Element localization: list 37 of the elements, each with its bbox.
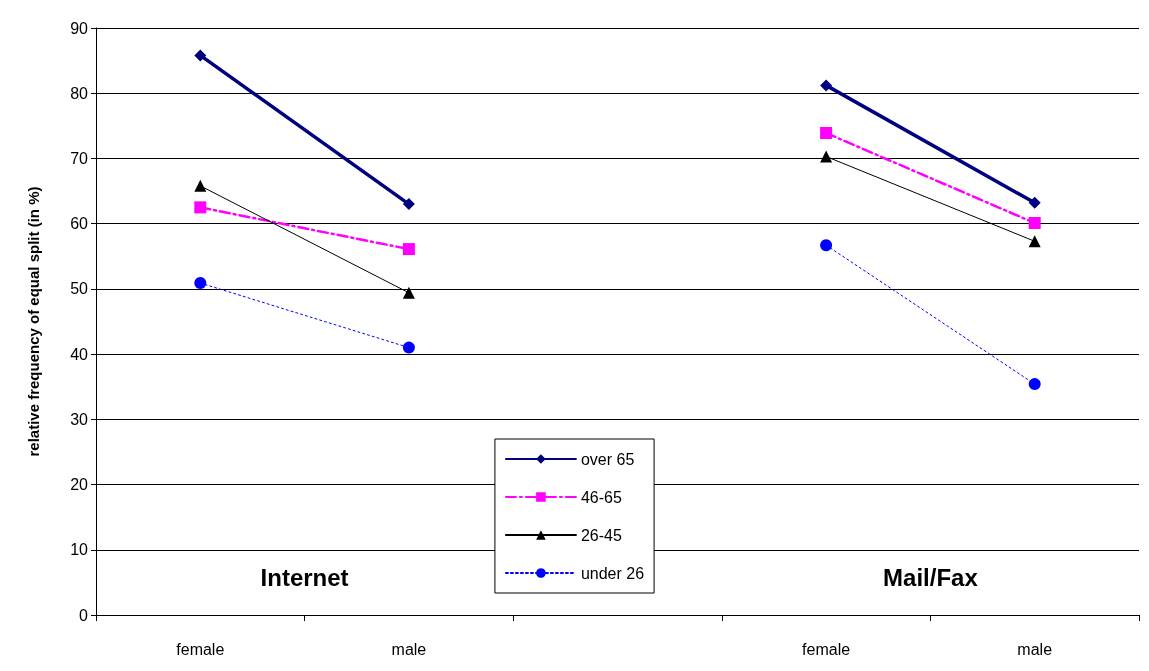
point <box>194 49 207 62</box>
point <box>1028 196 1041 209</box>
y-tick-label: 0 <box>79 606 89 624</box>
point <box>820 239 833 252</box>
legend-label: 46-65 <box>580 488 622 506</box>
legend-label: 26-45 <box>580 526 622 544</box>
x-tick-label: female <box>176 640 225 658</box>
y-axis-title: relative frequency of equal split (in %) <box>25 186 42 457</box>
point <box>820 127 833 140</box>
point <box>820 79 833 92</box>
point <box>402 243 415 256</box>
annotation: Mail/Fax <box>883 563 979 591</box>
x-tick-label: male <box>1017 640 1053 658</box>
x-tick-label: male <box>391 640 427 658</box>
y-tick-label: 60 <box>70 215 89 233</box>
y-tick-label: 10 <box>70 541 89 559</box>
point <box>194 179 207 192</box>
y-tick-label: 30 <box>70 410 89 428</box>
legend-label: under 26 <box>580 564 645 582</box>
point <box>820 150 833 163</box>
y-tick-label: 20 <box>70 476 89 494</box>
annotation: Internet <box>260 563 349 591</box>
point <box>194 201 207 214</box>
y-tick-label: 50 <box>70 280 89 298</box>
point <box>194 277 207 290</box>
point <box>1028 378 1041 391</box>
y-tick-label: 80 <box>70 84 89 102</box>
legend-label: over 65 <box>580 450 635 468</box>
y-tick-label: 40 <box>70 345 89 363</box>
point <box>402 341 415 354</box>
y-tick-label: 70 <box>70 149 89 167</box>
point <box>402 286 415 299</box>
point <box>1028 217 1041 230</box>
x-tick-label: female <box>802 640 851 658</box>
y-tick-label: 90 <box>70 19 89 37</box>
point <box>402 198 415 211</box>
point <box>1028 235 1041 248</box>
